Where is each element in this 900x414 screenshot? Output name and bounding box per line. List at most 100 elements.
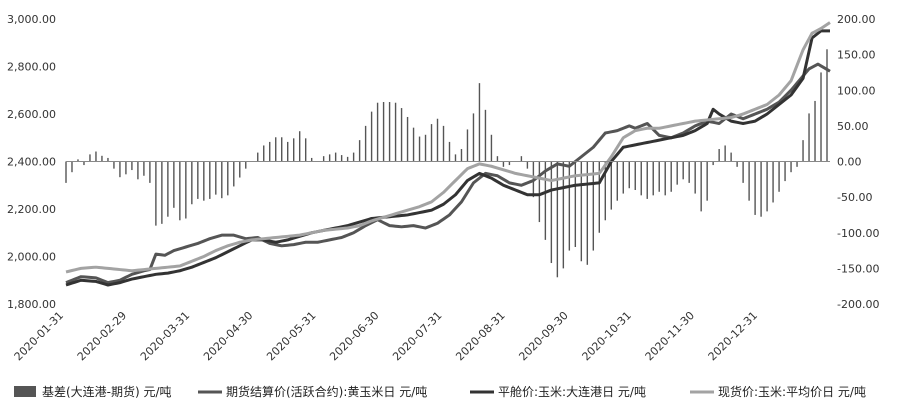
basis-bar bbox=[646, 161, 648, 199]
left-tick-label: 2,000.00 bbox=[7, 251, 56, 264]
basis-bar bbox=[538, 161, 541, 223]
right-tick-label: 200.00 bbox=[837, 13, 876, 26]
basis-bar bbox=[322, 156, 325, 162]
basis-bar bbox=[310, 157, 313, 162]
right-tick-label: 0.00 bbox=[837, 156, 862, 169]
basis-bar bbox=[574, 161, 577, 247]
basis-bar bbox=[634, 161, 636, 190]
basis-bar bbox=[77, 159, 79, 162]
basis-bar bbox=[125, 161, 127, 175]
basis-bar bbox=[688, 161, 690, 183]
x-tick-label: 2020-08-31 bbox=[453, 309, 507, 363]
basis-bar bbox=[293, 138, 295, 162]
basis-bar bbox=[478, 83, 481, 162]
line-series-group bbox=[65, 21, 831, 287]
basis-bar bbox=[712, 161, 714, 166]
basis-bar bbox=[221, 161, 223, 199]
basis-bar bbox=[820, 72, 822, 162]
basis-bar bbox=[101, 155, 103, 162]
basis-bar bbox=[616, 161, 618, 201]
basis-bar bbox=[790, 161, 792, 173]
basis-bar bbox=[137, 161, 139, 180]
basis-bar bbox=[682, 161, 684, 180]
basis-bar bbox=[346, 156, 349, 162]
basis-bar bbox=[167, 161, 169, 217]
basis-bar bbox=[352, 152, 355, 162]
basis-bar bbox=[197, 161, 199, 199]
series-line-3 bbox=[65, 21, 831, 274]
basis-bar bbox=[430, 124, 433, 162]
basis-bar bbox=[209, 161, 211, 199]
left-tick-label: 3,000.00 bbox=[7, 13, 56, 26]
x-axis: 2020-01-31 2020-02-29 2020-03-31 2020-04-30… bbox=[12, 309, 760, 363]
basis-bar bbox=[233, 161, 235, 187]
basis-bar bbox=[466, 129, 469, 162]
basis-bar bbox=[149, 161, 151, 183]
basis-bar bbox=[598, 161, 600, 233]
legend: 基差(大连港-期货) 元/吨 期货结算价(活跃合约):黄玉米日 元/吨 平舱价:玉米… bbox=[14, 384, 866, 399]
plot-area bbox=[65, 21, 831, 287]
basis-bar bbox=[778, 161, 780, 192]
x-tick-label: 2020-09-30 bbox=[516, 309, 570, 363]
basis-bar bbox=[119, 161, 121, 178]
basis-bar bbox=[400, 108, 403, 162]
left-tick-label: 2,400.00 bbox=[7, 156, 56, 169]
basis-bar bbox=[772, 161, 774, 203]
right-tick-label: -100.00 bbox=[837, 227, 879, 240]
basis-bar bbox=[65, 161, 67, 183]
legend-item: 期货结算价(活跃合约):黄玉米日 元/吨 bbox=[198, 384, 427, 399]
left-tick-label: 2,800.00 bbox=[7, 61, 56, 74]
basis-bar bbox=[802, 140, 804, 162]
basis-bar bbox=[113, 161, 115, 169]
basis-bar bbox=[376, 102, 379, 162]
basis-bar bbox=[334, 152, 337, 162]
basis-bar bbox=[227, 161, 229, 196]
basis-bar bbox=[358, 140, 361, 162]
basis-bar bbox=[257, 152, 259, 162]
basis-bar bbox=[191, 161, 193, 205]
right-tick-label: -200.00 bbox=[837, 298, 879, 311]
basis-bar bbox=[185, 161, 187, 219]
basis-bar bbox=[718, 149, 720, 162]
legend-item: 现货价:玉米:平均价日 元/吨 bbox=[690, 384, 866, 399]
basis-bar bbox=[424, 134, 427, 162]
basis-bar bbox=[472, 113, 475, 162]
x-tick-label: 2020-03-31 bbox=[138, 309, 192, 363]
basis-bar bbox=[89, 154, 91, 162]
basis-bar bbox=[580, 161, 583, 262]
legend-label: 平舱价:玉米:大连港日 元/吨 bbox=[498, 384, 646, 399]
x-tick-label: 2020-10-31 bbox=[580, 309, 634, 363]
basis-bar bbox=[394, 102, 397, 162]
right-tick-label: 100.00 bbox=[837, 84, 876, 97]
left-y-axis: 1,800.00 2,000.00 2,200.00 2,400.00 2,600.00… bbox=[7, 13, 56, 311]
basis-bar bbox=[460, 149, 463, 162]
basis-bar bbox=[550, 161, 553, 264]
basis-bar bbox=[448, 141, 451, 162]
basis-bar bbox=[826, 49, 828, 162]
basis-bar bbox=[143, 161, 145, 176]
basis-bar bbox=[544, 161, 547, 240]
basis-bar bbox=[215, 161, 217, 195]
basis-bar bbox=[275, 137, 277, 162]
basis-bar bbox=[173, 161, 175, 208]
basis-bar bbox=[760, 161, 762, 217]
legend-label: 现货价:玉米:平均价日 元/吨 bbox=[718, 384, 866, 399]
basis-bar bbox=[340, 155, 343, 162]
basis-bar bbox=[724, 145, 726, 162]
x-tick-label: 2020-01-31 bbox=[12, 309, 66, 363]
basis-bar bbox=[742, 161, 744, 183]
legend-swatch bbox=[14, 386, 36, 397]
basis-bar bbox=[131, 161, 133, 171]
basis-bar bbox=[766, 161, 768, 212]
basis-bar bbox=[592, 161, 595, 251]
basis-bar bbox=[179, 161, 181, 221]
right-tick-label: -150.00 bbox=[837, 262, 879, 275]
right-tick-label: -50.00 bbox=[837, 191, 872, 204]
basis-bar bbox=[748, 161, 750, 201]
basis-bar bbox=[328, 154, 331, 162]
basis-bar bbox=[562, 161, 565, 269]
x-tick-label: 2020-07-31 bbox=[390, 309, 444, 363]
basis-bar bbox=[370, 111, 373, 162]
left-tick-label: 2,200.00 bbox=[7, 203, 56, 216]
basis-bar bbox=[418, 136, 421, 162]
